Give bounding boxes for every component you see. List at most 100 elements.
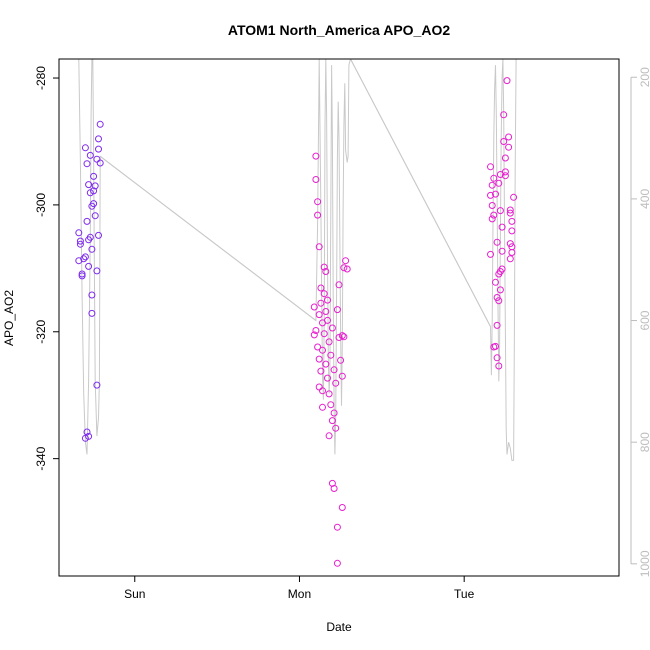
plot-layer — [75, 59, 518, 567]
data-point — [493, 294, 501, 301]
data-point — [325, 432, 333, 440]
data-point — [91, 212, 99, 220]
data-point — [320, 263, 328, 271]
data-point — [498, 265, 506, 273]
data-point — [506, 255, 514, 263]
data-point — [76, 237, 84, 245]
data-point — [492, 190, 499, 198]
data-point — [333, 559, 341, 567]
x-tick-label: Mon — [288, 587, 311, 601]
data-point — [505, 143, 513, 151]
data-point — [319, 319, 326, 327]
data-point — [488, 215, 496, 223]
data-point — [83, 217, 91, 225]
data-point — [492, 278, 499, 286]
axis-layer: Sun Mon Tue -340 -320 -300 -280 200 400 600 800 100… — [34, 66, 650, 601]
data-point — [322, 360, 330, 368]
data-point — [80, 255, 88, 263]
y2-tick-label: 400 — [638, 189, 650, 209]
data-point — [81, 144, 89, 152]
data-point — [493, 354, 501, 362]
data-point — [96, 120, 104, 128]
data-point — [96, 159, 104, 167]
data-point — [81, 253, 89, 261]
data-point — [333, 306, 341, 314]
data-point — [325, 390, 333, 398]
data-point — [315, 355, 323, 363]
data-point — [328, 417, 336, 425]
y2-tick-label: 800 — [638, 432, 650, 452]
data-point — [95, 145, 102, 153]
plot-frame — [58, 58, 620, 577]
data-point — [78, 270, 86, 278]
data-point — [488, 202, 496, 209]
data-point — [90, 172, 98, 180]
data-point — [85, 181, 93, 189]
data-point — [315, 243, 323, 251]
data-point — [487, 191, 494, 199]
y-tick-label: -280 — [34, 66, 48, 90]
data-point — [490, 211, 498, 219]
y2-tick-label: 1000 — [638, 550, 650, 577]
data-point — [328, 324, 336, 332]
data-point — [320, 290, 328, 298]
data-point — [312, 176, 320, 183]
data-point — [319, 403, 326, 411]
data-point — [310, 331, 318, 339]
data-point — [88, 245, 96, 253]
data-point — [317, 284, 325, 292]
data-point — [493, 321, 501, 329]
series-line-bridge-2 — [350, 59, 491, 327]
data-point — [343, 265, 351, 273]
data-point — [312, 152, 320, 160]
data-point — [487, 250, 494, 258]
data-point — [83, 428, 91, 436]
data-point — [495, 362, 503, 370]
data-point — [317, 367, 325, 375]
series-line-right-axis — [78, 59, 517, 461]
x-tick-label: Sun — [124, 587, 145, 601]
data-point — [317, 299, 325, 307]
data-point — [312, 327, 320, 334]
data-point — [337, 356, 345, 364]
data-point — [340, 264, 348, 272]
data-point — [90, 200, 98, 208]
data-point — [498, 247, 506, 255]
data-point — [86, 151, 94, 159]
chart-title: ATOM1 North_America APO_AO2 — [228, 22, 450, 38]
data-point — [500, 138, 508, 145]
data-point — [510, 193, 518, 201]
data-point — [78, 272, 86, 280]
data-point — [83, 160, 91, 168]
data-point — [503, 77, 511, 85]
data-point — [91, 182, 99, 190]
data-point — [327, 401, 335, 409]
data-point — [505, 133, 513, 141]
y-tick-label: -320 — [34, 319, 48, 343]
data-point — [506, 206, 514, 214]
data-point — [335, 281, 343, 289]
data-point — [330, 366, 338, 374]
x-axis-label: Date — [326, 620, 352, 634]
data-point — [95, 135, 102, 143]
data-point — [314, 343, 322, 351]
data-point — [332, 424, 340, 432]
data-point — [310, 303, 318, 311]
data-point — [85, 432, 93, 440]
data-point — [508, 249, 516, 256]
data-point — [340, 333, 348, 341]
data-point — [487, 163, 494, 171]
y-tick-label: -300 — [34, 193, 48, 217]
data-point — [506, 209, 514, 217]
data-point — [314, 211, 322, 219]
data-point — [490, 174, 498, 182]
y2-tick-label: 600 — [638, 310, 650, 330]
data-point — [493, 238, 501, 246]
data-point — [93, 381, 101, 389]
data-point — [85, 262, 93, 270]
data-point — [93, 267, 101, 275]
data-point — [88, 291, 96, 299]
data-point — [315, 311, 323, 319]
data-point — [508, 227, 516, 235]
